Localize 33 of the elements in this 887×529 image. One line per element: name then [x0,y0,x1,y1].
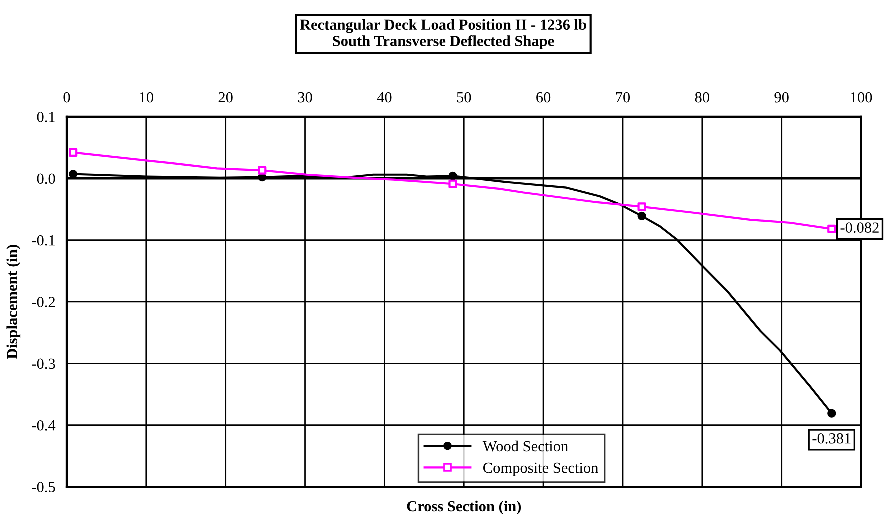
legend-label: Composite Section [484,462,598,476]
point [448,172,458,180]
point [258,166,267,175]
x-axis-title: Cross Section (in) [407,500,522,515]
point [69,148,78,157]
y-tick-label: -0.3 [32,358,56,370]
x-tick-label: 90 [774,92,789,103]
point [638,202,646,212]
x-tick-label: 50 [457,92,472,103]
x-tick-label: 80 [695,92,710,103]
y-tick-label: -0.5 [32,482,56,493]
y-axis-title: Displacement (in) [6,245,21,360]
data-label: -0.082 [840,222,879,234]
y-tick-label: -0.1 [32,235,55,246]
x-tick-label: 70 [616,92,630,103]
x-tick-label: 100 [851,92,872,103]
point [828,224,836,234]
point [828,409,836,418]
x-tick-label: 10 [140,92,154,103]
x-tick-label: 0 [64,92,70,103]
x-tick-label: 20 [218,92,233,103]
point [448,180,458,188]
point [638,212,646,221]
y-tick-label: 0.1 [37,112,55,122]
y-tick-label: 0.0 [37,174,56,184]
x-tick-label: 60 [536,92,551,103]
y-tick-label: -0.2 [32,297,56,308]
y-tick-label: -0.4 [32,420,56,431]
chart-title: Rectangular Deck Load Position II - 1236 lb South Transverse Deflected Shape [300,19,586,50]
legend-label: Wood Section [482,440,568,452]
data-label: -0.381 [812,433,851,444]
x-tick-label: 40 [377,92,392,103]
x-tick-label: 30 [298,92,312,103]
